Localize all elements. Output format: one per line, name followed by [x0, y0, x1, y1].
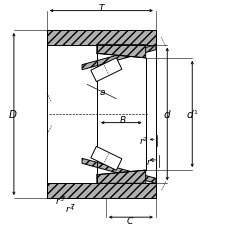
Text: 1: 1 — [192, 109, 196, 114]
Text: a: a — [100, 88, 105, 97]
Polygon shape — [82, 46, 155, 70]
Text: 3: 3 — [59, 196, 63, 201]
Text: 2: 2 — [142, 137, 146, 142]
Polygon shape — [47, 31, 155, 46]
Text: B: B — [119, 116, 125, 125]
Polygon shape — [96, 170, 145, 183]
Text: 1: 1 — [150, 158, 153, 163]
Polygon shape — [82, 159, 155, 183]
Text: r: r — [56, 196, 59, 205]
Text: d: d — [163, 109, 169, 120]
Text: d: d — [186, 109, 192, 120]
Polygon shape — [90, 147, 121, 171]
Polygon shape — [47, 183, 155, 198]
Text: D: D — [8, 109, 16, 120]
Text: 4: 4 — [69, 205, 73, 210]
Text: r: r — [139, 136, 142, 145]
Text: C: C — [126, 216, 132, 225]
Text: T: T — [98, 4, 104, 13]
Polygon shape — [96, 46, 145, 59]
Polygon shape — [90, 58, 121, 82]
Text: r: r — [65, 204, 69, 214]
Text: r: r — [146, 158, 150, 166]
